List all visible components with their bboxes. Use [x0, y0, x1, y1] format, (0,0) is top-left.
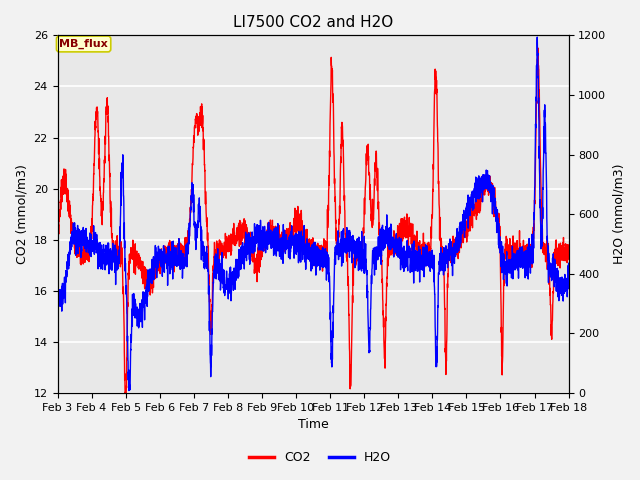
CO2	[250, 257, 257, 263]
CO2	[500, 276, 508, 282]
CO2	[143, 266, 150, 272]
CO2	[534, 45, 542, 51]
Y-axis label: CO2 (mmol/m3): CO2 (mmol/m3)	[15, 164, 28, 264]
CO2	[555, 248, 563, 254]
H2O	[54, 278, 61, 284]
H2O	[555, 298, 563, 303]
CO2	[564, 249, 572, 254]
H2O	[250, 246, 257, 252]
H2O	[533, 34, 541, 40]
Line: CO2: CO2	[58, 48, 568, 393]
Line: H2O: H2O	[58, 37, 568, 391]
Y-axis label: H2O (mmol/m3): H2O (mmol/m3)	[612, 164, 625, 264]
H2O	[564, 261, 572, 266]
H2O	[125, 388, 132, 394]
Text: MB_flux: MB_flux	[60, 39, 108, 49]
CO2	[272, 224, 280, 229]
H2O	[112, 262, 120, 268]
Title: LI7500 CO2 and H2O: LI7500 CO2 and H2O	[233, 15, 393, 30]
X-axis label: Time: Time	[298, 419, 328, 432]
Legend: CO2, H2O: CO2, H2O	[244, 446, 396, 469]
H2O	[272, 224, 280, 230]
H2O	[143, 284, 150, 289]
CO2	[54, 221, 61, 227]
H2O	[500, 271, 508, 276]
CO2	[122, 390, 129, 396]
CO2	[112, 259, 120, 264]
